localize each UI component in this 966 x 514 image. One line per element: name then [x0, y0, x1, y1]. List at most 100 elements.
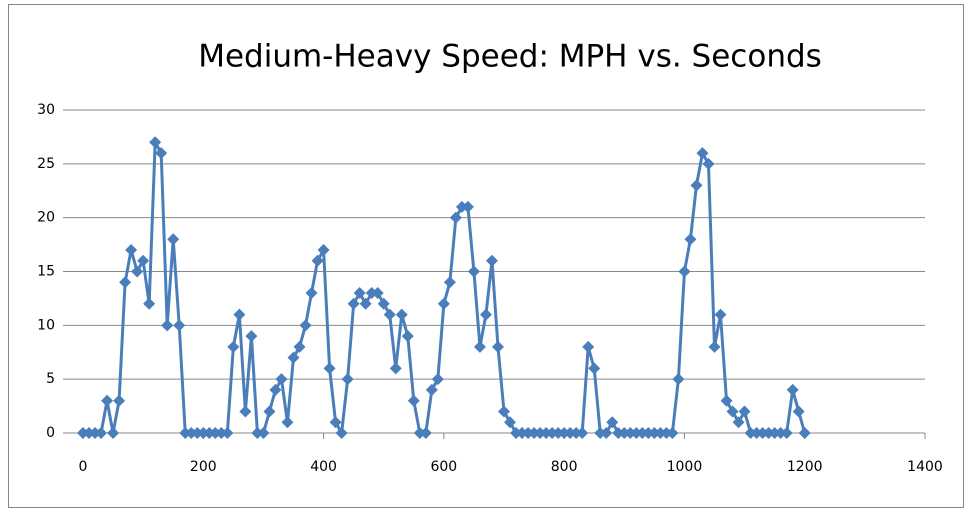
y-tick-label: 0	[46, 425, 55, 441]
data-point	[383, 308, 396, 321]
data-point	[516, 427, 529, 439]
data-point	[395, 308, 408, 321]
data-point	[257, 427, 270, 439]
data-point	[203, 427, 216, 439]
data-point	[744, 427, 757, 439]
data-point	[510, 427, 523, 439]
data-point	[149, 136, 162, 149]
data-point	[750, 427, 763, 439]
data-point	[576, 427, 589, 439]
data-point	[648, 427, 661, 439]
data-point	[173, 319, 186, 332]
data-point	[780, 427, 793, 439]
data-point	[311, 254, 324, 267]
data-point	[552, 427, 565, 439]
data-point	[666, 427, 679, 439]
chart-title: Medium-Heavy Speed: MPH vs. Seconds	[198, 39, 822, 75]
data-point	[522, 427, 535, 439]
data-point	[672, 373, 685, 386]
data-point	[558, 427, 571, 439]
data-point	[251, 427, 264, 439]
data-point	[756, 427, 769, 439]
data-point	[449, 211, 462, 224]
data-point	[624, 427, 637, 439]
data-point	[191, 427, 204, 439]
data-point	[774, 427, 787, 439]
data-point	[215, 427, 228, 439]
data-point	[245, 330, 258, 343]
data-point	[504, 416, 517, 429]
data-point	[618, 427, 631, 439]
data-point	[570, 427, 583, 439]
data-point	[317, 243, 330, 256]
y-tick-label: 10	[37, 317, 55, 333]
data-point	[702, 157, 715, 170]
data-point	[113, 394, 126, 407]
data-point	[498, 405, 510, 418]
data-point	[161, 319, 174, 332]
data-point	[798, 427, 811, 439]
data-point	[419, 427, 432, 439]
data-point	[708, 340, 721, 353]
data-point	[600, 427, 613, 439]
x-tick-label: 800	[551, 459, 578, 475]
data-point	[690, 179, 703, 192]
data-point	[305, 287, 318, 300]
data-point	[768, 427, 781, 439]
data-point	[107, 427, 120, 439]
data-point	[89, 427, 102, 439]
data-point	[101, 394, 114, 407]
data-point	[347, 297, 360, 310]
data-point	[281, 416, 294, 429]
data-point	[642, 427, 655, 439]
data-point	[233, 308, 246, 321]
data-point	[762, 427, 775, 439]
data-point	[77, 427, 89, 439]
data-point	[732, 416, 745, 429]
data-point	[365, 287, 378, 300]
data-point	[83, 427, 96, 439]
data-point	[714, 308, 727, 321]
y-tick-label: 20	[37, 210, 55, 226]
data-point	[293, 340, 306, 353]
data-point	[467, 265, 480, 278]
data-point	[209, 427, 222, 439]
data-point	[275, 373, 288, 386]
data-point	[594, 427, 607, 439]
data-point	[738, 405, 751, 418]
data-point	[540, 427, 553, 439]
data-point	[786, 383, 799, 396]
data-point	[437, 297, 450, 310]
data-point	[431, 373, 444, 386]
data-point	[443, 276, 456, 289]
data-point	[389, 362, 402, 375]
data-point	[377, 297, 390, 310]
data-point	[335, 427, 348, 439]
x-tick-label: 1000	[667, 459, 703, 475]
data-point	[792, 405, 805, 418]
data-point	[413, 427, 426, 439]
data-point	[131, 265, 144, 278]
x-tick-label: 200	[190, 459, 217, 475]
data-point	[179, 427, 192, 439]
data-point	[654, 427, 667, 439]
data-point	[359, 297, 372, 310]
x-tick-label: 1400	[907, 459, 943, 475]
x-tick-label: 600	[430, 459, 457, 475]
data-point	[239, 405, 252, 418]
data-point	[726, 405, 739, 418]
data-point	[143, 297, 156, 310]
data-point	[564, 427, 577, 439]
y-tick-label: 30	[37, 102, 55, 118]
data-point	[534, 427, 547, 439]
data-point	[155, 147, 168, 160]
data-point	[137, 254, 150, 267]
data-point	[227, 340, 240, 353]
data-point	[371, 287, 384, 300]
data-point	[323, 362, 336, 375]
data-point	[606, 416, 619, 429]
data-point	[491, 340, 504, 353]
data-point	[455, 200, 468, 213]
data-point	[588, 362, 601, 375]
chart-frame	[8, 4, 964, 508]
